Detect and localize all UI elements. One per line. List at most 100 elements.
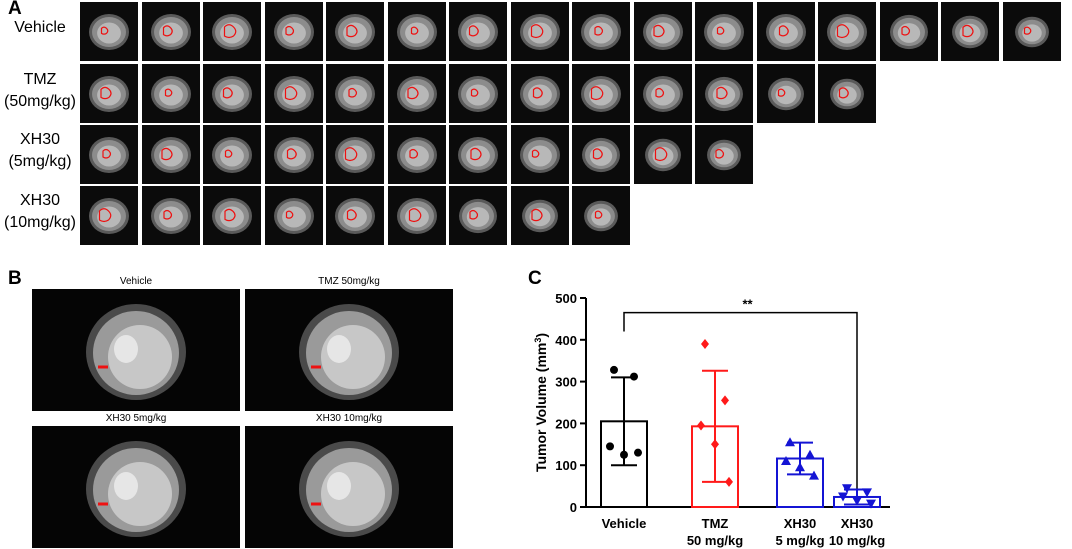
y-tick-label: 100 — [555, 458, 577, 473]
mri-slice — [388, 125, 446, 184]
data-point — [606, 442, 614, 451]
mri-image — [32, 289, 240, 411]
mri-slice — [818, 64, 876, 123]
mri-slice — [511, 2, 569, 61]
mri-caption-3: XH30 10mg/kg — [315, 413, 383, 424]
panel-b-letter: B — [8, 268, 22, 289]
data-point — [630, 372, 638, 381]
mri-slice — [449, 186, 507, 245]
data-point — [795, 462, 805, 472]
mri-slice — [80, 125, 138, 184]
row-label-1: TMZ — [23, 71, 57, 88]
mri-slice — [634, 64, 692, 123]
data-point — [725, 476, 733, 487]
mri-slice — [511, 186, 569, 245]
mri-slice — [572, 2, 630, 61]
data-point — [634, 448, 642, 457]
mri-slice — [326, 186, 384, 245]
mri-slice — [757, 64, 815, 123]
mri-slice — [449, 125, 507, 184]
mri-slice — [388, 2, 446, 61]
row-label-dose-1: (50mg/kg) — [3, 93, 77, 110]
mri-slice — [265, 125, 323, 184]
mri-slice — [80, 186, 138, 245]
mri-caption-1: TMZ 50mg/kg — [318, 276, 380, 287]
mri-slice — [326, 125, 384, 184]
row-label-3: XH30 — [19, 192, 61, 209]
x-category-label: 50 mg/kg — [687, 533, 743, 548]
mri-slice — [203, 125, 261, 184]
mri-slice — [449, 2, 507, 61]
data-point — [785, 437, 795, 447]
data-point — [701, 338, 709, 349]
mri-image — [245, 426, 453, 548]
mri-slice — [941, 2, 999, 61]
mri-slice — [388, 64, 446, 123]
mri-slice — [203, 64, 261, 123]
mri-caption-0: Vehicle — [119, 276, 153, 287]
mri-slice — [572, 64, 630, 123]
y-tick-label: 500 — [555, 291, 577, 306]
data-point — [862, 488, 872, 498]
mri-slice — [388, 186, 446, 245]
x-category-label: Vehicle — [602, 516, 647, 531]
mri-slice — [265, 2, 323, 61]
mri-slice — [511, 125, 569, 184]
mri-slice — [326, 2, 384, 61]
mri-image — [245, 289, 453, 411]
data-point — [610, 365, 618, 374]
mri-slice — [757, 2, 815, 61]
data-point — [721, 395, 729, 406]
row-label-2: XH30 — [19, 131, 61, 148]
mri-slice — [326, 64, 384, 123]
data-point — [852, 496, 862, 506]
data-point — [842, 484, 852, 494]
panel-c-letter: C — [528, 268, 542, 289]
mri-slice — [818, 2, 876, 61]
data-point — [809, 470, 819, 480]
y-tick-label: 0 — [570, 500, 577, 515]
row-label-dose-3: (10mg/kg) — [3, 214, 77, 231]
y-tick-label: 200 — [555, 416, 577, 431]
mri-caption-2: XH30 5mg/kg — [105, 413, 167, 424]
mri-slice — [142, 64, 200, 123]
data-point — [838, 492, 848, 502]
data-point — [711, 439, 719, 450]
significance-label: ** — [742, 297, 753, 312]
mri-slice — [449, 64, 507, 123]
data-point — [697, 420, 705, 431]
mri-slice — [265, 186, 323, 245]
mri-slice — [203, 186, 261, 245]
mri-slice — [80, 64, 138, 123]
mri-slice — [880, 2, 938, 61]
mri-slice — [695, 64, 753, 123]
panel-a-letter: A — [8, 0, 22, 19]
mri-slice — [634, 125, 692, 184]
y-tick-label: 300 — [555, 375, 577, 390]
tumor-volume-chart: 0 100 200 300 400 500 Tumor Volume (mm3) ** Vehi… — [533, 291, 890, 548]
mri-slice — [634, 2, 692, 61]
significance-bracket — [623, 311, 858, 491]
mri-slice — [572, 125, 630, 184]
y-tick-label: 400 — [555, 333, 577, 348]
mri-slice — [511, 64, 569, 123]
mri-slice — [80, 2, 138, 61]
data-point — [781, 456, 791, 466]
data-point — [866, 499, 876, 509]
x-category-label: XH30 — [784, 516, 817, 531]
data-point — [620, 450, 628, 459]
x-category-label: XH30 — [841, 516, 874, 531]
x-category-label: TMZ — [702, 516, 729, 531]
x-category-label: 5 mg/kg — [775, 533, 824, 548]
y-axis-label: Tumor Volume (mm3) — [533, 333, 549, 472]
mri-slice — [142, 2, 200, 61]
mri-slice — [572, 186, 630, 245]
mri-slice — [695, 2, 753, 61]
mri-slice — [203, 2, 261, 61]
mri-slice — [265, 64, 323, 123]
mri-slice — [695, 125, 753, 184]
mri-slice — [142, 125, 200, 184]
row-label-0: Vehicle — [14, 19, 66, 36]
mri-slice — [1003, 2, 1061, 61]
row-label-dose-2: (5mg/kg) — [8, 153, 72, 170]
